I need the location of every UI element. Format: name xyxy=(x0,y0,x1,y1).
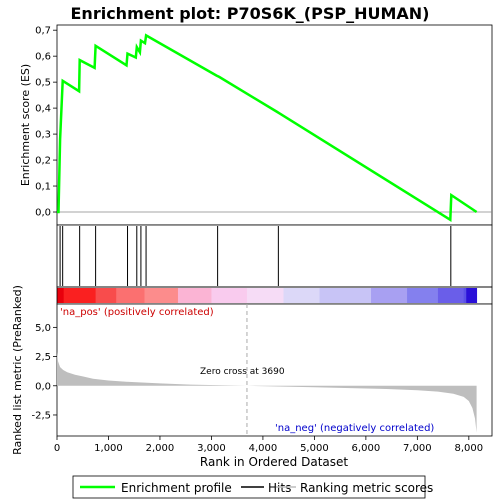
chart-title: Enrichment plot: P70S6K_(PSP_HUMAN) xyxy=(71,4,430,23)
x-tick-label-2: 2,000 xyxy=(146,443,175,454)
color-bar-segment-11 xyxy=(407,288,439,303)
color-bar-segment-5 xyxy=(177,288,212,303)
x-tick-label-3: 3,000 xyxy=(197,443,226,454)
x-tick-label-7: 7,000 xyxy=(403,443,432,454)
legend: Enrichment profile Hits Ranking metric s… xyxy=(72,475,433,499)
es-y-tick-label-5: 0,5 xyxy=(35,78,51,89)
hits-frame xyxy=(56,224,493,288)
x-axis-label: Rank in Ordered Dataset xyxy=(200,455,348,469)
color-bar-segment-6 xyxy=(211,288,248,303)
ranking-plot-frame xyxy=(56,303,493,437)
zero-cross-annotation: Zero cross at 3690 xyxy=(200,367,285,377)
x-tick-label-4: 4,000 xyxy=(249,443,278,454)
na-pos-annotation: 'na_pos' (positively correlated) xyxy=(60,307,214,318)
color-bar-segment-10 xyxy=(371,288,408,303)
es-y-tick-label-2: 0,2 xyxy=(35,156,51,167)
es-y-tick-label-6: 0,6 xyxy=(35,52,51,63)
color-bar-segment-3 xyxy=(116,288,146,303)
color-bar-segment-0 xyxy=(57,288,65,303)
ranking-y-axis-label: Ranked list metric (PreRanked) xyxy=(11,285,24,455)
enrichment-y-axis-label: Enrichment score (ES) xyxy=(19,64,32,186)
x-axis: 0 1,000 2,000 3,000 4,000 5,000 6,000 7,000 8,00… xyxy=(54,436,483,454)
color-bar-segment-8 xyxy=(283,288,321,303)
enrichment-plot-frame xyxy=(56,24,493,226)
legend-label-ranking: Ranking metric scores xyxy=(300,481,433,495)
color-bar-segment-2 xyxy=(95,288,117,303)
x-tick-label-5: 5,000 xyxy=(300,443,329,454)
es-y-tick-label-3: 0,3 xyxy=(35,130,51,141)
color-bar-segment-7 xyxy=(246,288,285,303)
x-tick-label-1: 1,000 xyxy=(94,443,123,454)
enrichment-panel: 0,0 0,1 0,2 0,3 0,4 0,5 0,6 0,7 Enrichment scor… xyxy=(19,24,493,226)
color-bar-segment-12 xyxy=(437,288,465,303)
rank-color-bar xyxy=(57,288,478,303)
color-bar-segment-9 xyxy=(319,288,372,303)
x-tick-label-6: 6,000 xyxy=(352,443,381,454)
rank-y-tick-label-3: 5,0 xyxy=(35,323,51,334)
x-tick-label-0: 0 xyxy=(54,443,60,454)
color-bar-segment-1 xyxy=(63,288,97,303)
rank-y-tick-label-2: 2,5 xyxy=(35,352,51,363)
es-y-tick-label-1: 0,1 xyxy=(35,182,51,193)
enrichment-profile-line xyxy=(57,33,478,222)
ranking-panel: -2,5 0,0 2,5 5,0 'na_pos' (positively corre… xyxy=(11,285,493,455)
hits-panel xyxy=(56,224,493,305)
rank-y-tick-label-1: 0,0 xyxy=(35,381,51,392)
legend-label-hits: Hits xyxy=(268,481,291,495)
es-y-tick-label-0: 0,0 xyxy=(35,208,51,219)
es-y-tick-label-7: 0,7 xyxy=(35,26,51,37)
x-tick-label-8: 8,000 xyxy=(455,443,484,454)
color-bar-segment-14 xyxy=(466,288,478,303)
na-neg-annotation: 'na_neg' (negatively correlated) xyxy=(275,423,434,434)
rank-y-tick-label-0: -2,5 xyxy=(31,410,51,421)
es-y-tick-label-4: 0,4 xyxy=(35,104,51,115)
color-bar-segment-13 xyxy=(463,288,467,303)
color-bar-segment-4 xyxy=(144,288,179,303)
legend-label-enrichment: Enrichment profile xyxy=(121,481,232,495)
